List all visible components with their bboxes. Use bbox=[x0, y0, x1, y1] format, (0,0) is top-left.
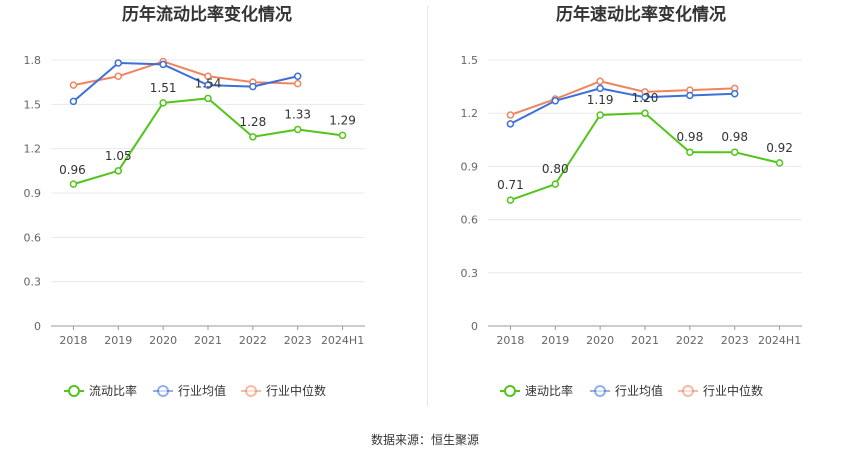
data-label: 1.54 bbox=[195, 76, 222, 90]
data-point bbox=[69, 81, 78, 89]
data-label: 1.51 bbox=[150, 81, 177, 95]
x-tick-label: 2020 bbox=[149, 334, 177, 347]
data-point bbox=[641, 93, 649, 101]
y-tick-label: 1.2 bbox=[461, 107, 479, 120]
data-point bbox=[204, 72, 212, 81]
series-line bbox=[510, 80, 735, 116]
legend-label: 流动比率 bbox=[89, 383, 137, 398]
y-tick-label: 1.2 bbox=[24, 143, 42, 156]
data-label: 0.71 bbox=[497, 178, 524, 192]
data-point bbox=[69, 97, 78, 106]
data-point bbox=[551, 97, 560, 105]
series-line bbox=[509, 87, 735, 125]
data-point bbox=[114, 72, 123, 81]
x-tick-label: 2018 bbox=[59, 334, 87, 347]
data-point bbox=[249, 133, 257, 141]
data-label: 0.96 bbox=[59, 163, 86, 177]
data-point bbox=[204, 81, 212, 89]
y-tick-label: 0.6 bbox=[24, 231, 42, 244]
data-label: 1.28 bbox=[239, 115, 266, 129]
legend-marker bbox=[68, 385, 80, 397]
data-label: 1.33 bbox=[284, 107, 311, 121]
series-line bbox=[73, 60, 298, 87]
data-point bbox=[114, 167, 123, 175]
data-point bbox=[596, 77, 604, 86]
data-point bbox=[114, 59, 123, 67]
x-tick-label: 2023 bbox=[284, 334, 312, 347]
legend-label: 行业中位数 bbox=[266, 383, 326, 398]
y-tick-label: 0.3 bbox=[24, 276, 42, 289]
data-point bbox=[293, 79, 302, 88]
data-point bbox=[506, 196, 515, 204]
data-label: 1.29 bbox=[329, 113, 356, 127]
legend-label: 行业中位数 bbox=[703, 383, 763, 398]
x-tick-label: 2022 bbox=[239, 334, 267, 347]
data-point bbox=[338, 131, 347, 140]
y-tick-label: 1.5 bbox=[24, 98, 42, 111]
x-tick-label: 2021 bbox=[194, 334, 222, 347]
chart-title: 历年速动比率变化情况 bbox=[556, 4, 726, 25]
legend-label: 速动比率 bbox=[525, 383, 573, 398]
data-point bbox=[204, 94, 212, 103]
data-point bbox=[730, 148, 739, 156]
data-point bbox=[293, 72, 302, 81]
data-point bbox=[596, 84, 604, 93]
data-point bbox=[69, 180, 78, 188]
data-label: 1.05 bbox=[105, 149, 132, 163]
data-label: 0.92 bbox=[766, 141, 793, 155]
data-point bbox=[686, 148, 694, 156]
legend-marker bbox=[682, 385, 694, 397]
data-point bbox=[159, 99, 167, 107]
data-point bbox=[686, 91, 694, 100]
y-tick-label: 0.9 bbox=[461, 160, 479, 173]
panel-divider bbox=[427, 6, 428, 406]
y-tick-label: 1.5 bbox=[461, 54, 479, 67]
y-tick-label: 0 bbox=[34, 320, 41, 333]
data-label: 1.19 bbox=[587, 93, 614, 107]
y-tick-label: 0.9 bbox=[24, 187, 42, 200]
legend-label: 行业均值 bbox=[178, 383, 226, 398]
data-point bbox=[551, 180, 560, 188]
data-label: 0.80 bbox=[542, 162, 569, 176]
x-tick-label: 2020 bbox=[586, 334, 614, 347]
chart-2: 历年速动比率变化情况 0 0.3 0.6 0.9 1.2 1.5 2018 2019 2020 20… bbox=[461, 4, 802, 398]
legend-marker bbox=[245, 385, 257, 397]
data-point bbox=[293, 125, 302, 134]
data-point bbox=[641, 109, 649, 117]
chart-1: 历年流动比率变化情况 0 0.3 0.6 0.9 1.2 1.5 1.8 2018 2019 202… bbox=[24, 4, 365, 398]
x-tick-label: 2024H1 bbox=[321, 334, 364, 347]
chart-title: 历年流动比率变化情况 bbox=[122, 4, 292, 25]
legend-marker bbox=[157, 385, 169, 397]
data-point bbox=[506, 120, 515, 128]
legend-marker bbox=[594, 385, 606, 397]
x-tick-label: 2022 bbox=[676, 334, 704, 347]
data-point bbox=[249, 82, 257, 91]
data-point bbox=[775, 159, 784, 167]
series-line bbox=[72, 61, 298, 103]
data-source-note: 数据来源：恒生聚源 bbox=[370, 433, 479, 447]
y-tick-label: 0 bbox=[471, 320, 478, 333]
data-label: 0.98 bbox=[676, 130, 703, 144]
y-tick-label: 0.6 bbox=[461, 214, 479, 227]
data-point bbox=[159, 60, 167, 69]
series-line bbox=[510, 112, 780, 202]
x-tick-label: 2019 bbox=[541, 334, 569, 347]
data-label: 1.20 bbox=[632, 91, 659, 105]
x-tick-label: 2018 bbox=[496, 334, 524, 347]
legend-label: 行业均值 bbox=[615, 383, 663, 398]
x-tick-label: 2019 bbox=[104, 334, 132, 347]
data-point bbox=[506, 111, 515, 119]
data-point bbox=[596, 111, 604, 119]
x-tick-label: 2021 bbox=[631, 334, 659, 347]
x-tick-label: 2023 bbox=[721, 334, 749, 347]
data-label: 0.98 bbox=[721, 130, 748, 144]
legend-marker bbox=[504, 385, 516, 397]
y-tick-label: 1.8 bbox=[24, 54, 42, 67]
data-point bbox=[730, 89, 739, 98]
y-tick-label: 0.3 bbox=[461, 267, 479, 280]
x-tick-label: 2024H1 bbox=[758, 334, 801, 347]
